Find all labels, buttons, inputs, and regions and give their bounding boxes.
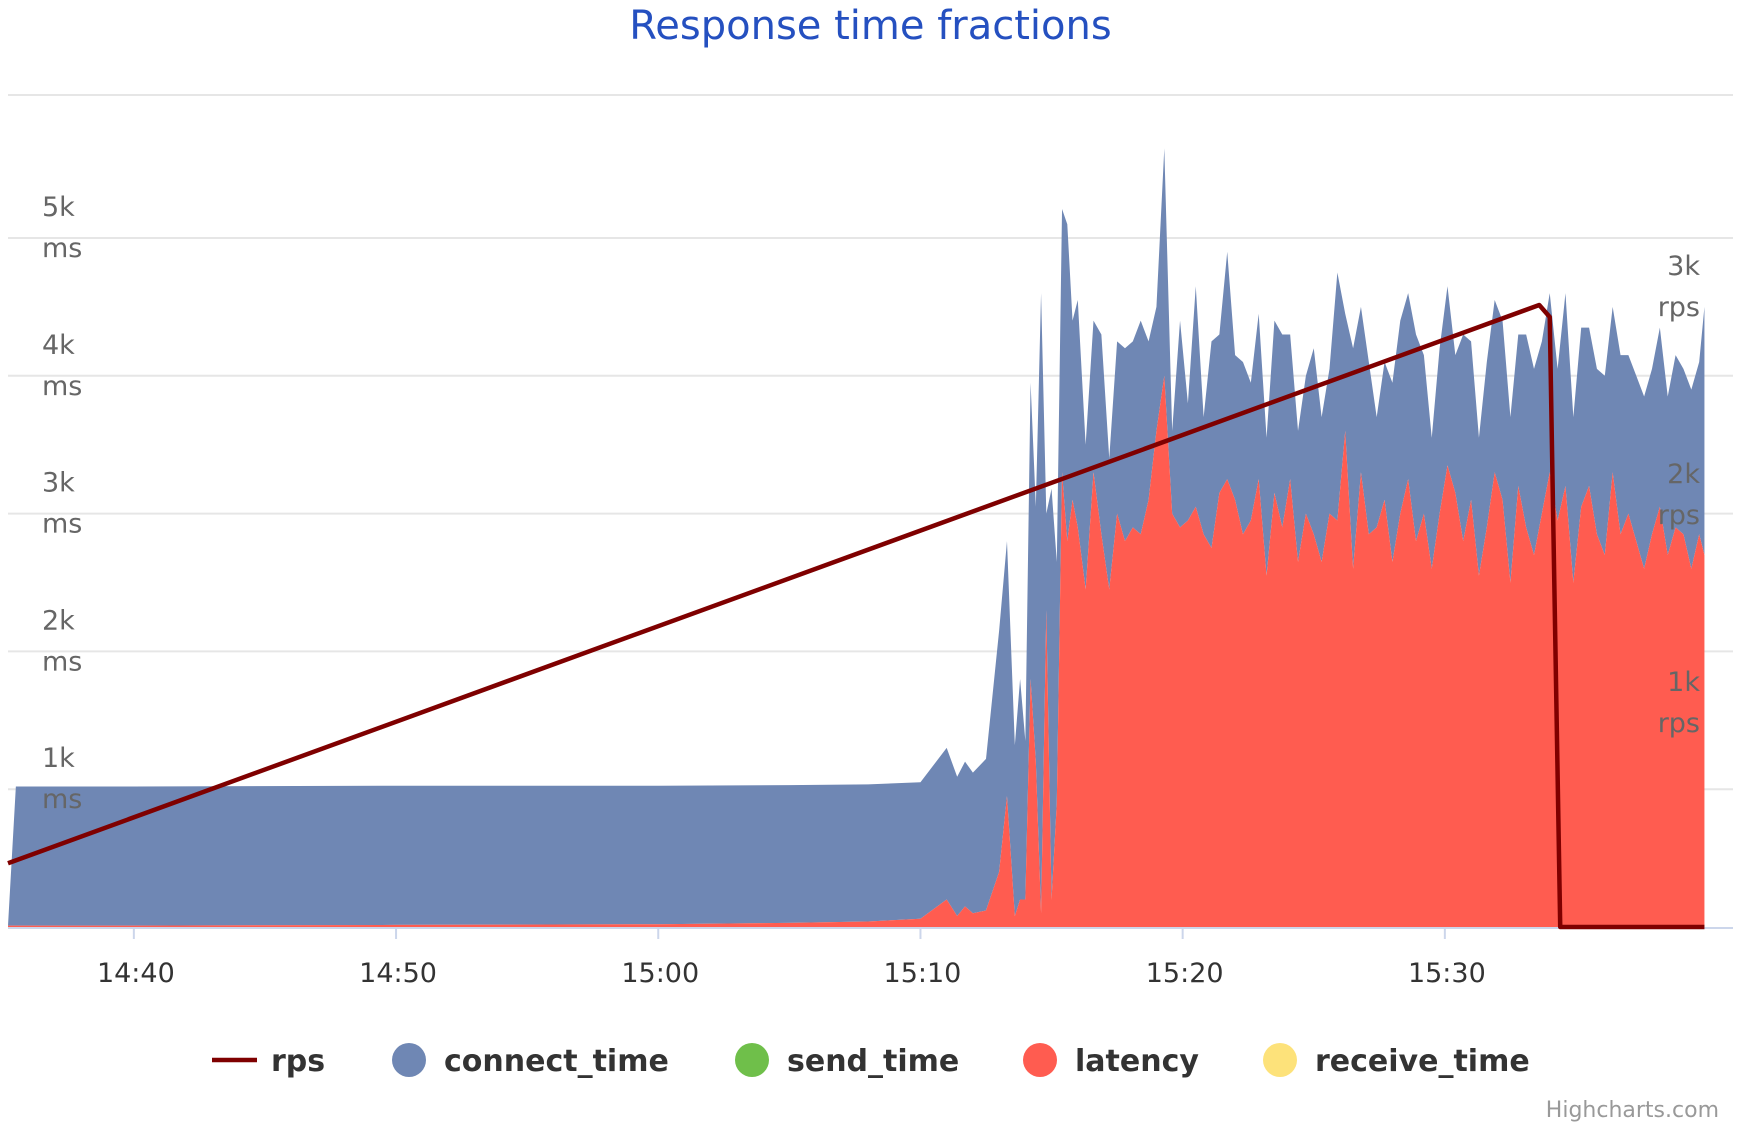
legend-item-latency[interactable]: latency — [1023, 1043, 1199, 1079]
legend-label-receive_time: receive_time — [1315, 1044, 1530, 1079]
legend-label-rps: rps — [271, 1044, 325, 1079]
y-left-tick-label: 3k ms — [42, 468, 82, 540]
legend-symbol-receive_time — [1263, 1043, 1297, 1077]
x-tick-label: 15:30 — [1408, 958, 1486, 989]
x-tick-label: 15:20 — [1146, 958, 1224, 989]
x-tick-label: 14:40 — [97, 958, 175, 989]
x-tick-label: 15:10 — [884, 958, 962, 989]
area-layer — [8, 148, 1704, 927]
y-right-tick-label: 3k rps — [1658, 251, 1701, 323]
legend-label-connect_time: connect_time — [444, 1044, 669, 1079]
legend-item-rps[interactable]: rps — [212, 1044, 325, 1079]
legend-label-latency: latency — [1075, 1044, 1199, 1079]
legend-symbol-latency — [1023, 1043, 1057, 1077]
y-left-tick-label: 1k ms — [42, 743, 82, 815]
highcharts-credit[interactable]: Highcharts.com — [1546, 1098, 1719, 1123]
axis-layer — [8, 928, 1733, 939]
legend-item-receive_time[interactable]: receive_time — [1263, 1043, 1530, 1079]
legend-symbol-connect_time — [392, 1043, 426, 1077]
y-left-tick-label: 5k ms — [42, 192, 82, 264]
legend-label-send_time: send_time — [787, 1044, 959, 1079]
legend-symbol-send_time — [735, 1043, 769, 1077]
y-left-tick-label: 4k ms — [42, 330, 82, 402]
x-tick-label: 14:50 — [359, 958, 437, 989]
legend-layer[interactable]: rps connect_time send_time latency receive_t… — [212, 1043, 1530, 1079]
x-tick-label: 15:00 — [621, 958, 699, 989]
legend-item-connect_time[interactable]: connect_time — [392, 1043, 669, 1079]
legend-item-send_time[interactable]: send_time — [735, 1043, 959, 1079]
y-left-tick-label: 2k ms — [42, 605, 82, 677]
